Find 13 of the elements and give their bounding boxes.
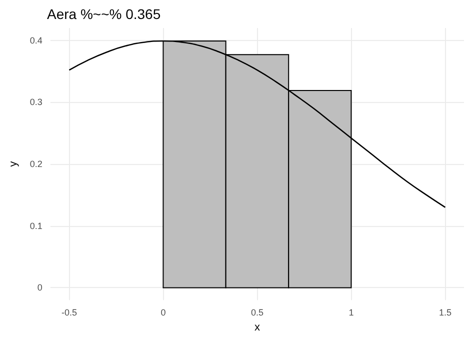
y-axis-title: y — [8, 160, 20, 167]
y-tick-label: 0.4 — [30, 35, 42, 46]
chart-title: Aera %~~% 0.365 — [47, 6, 161, 22]
y-tick-label: 0.1 — [30, 220, 42, 231]
x-tick-label: -0.5 — [61, 308, 77, 318]
y-tick-label: 0 — [37, 282, 42, 293]
y-tick-label: 0.3 — [30, 97, 42, 108]
x-tick-label: 0 — [160, 308, 166, 318]
x-axis-title: x — [254, 322, 260, 334]
y-tick-label: 0.2 — [30, 159, 42, 170]
x-tick-label: 1 — [348, 308, 354, 318]
x-tick-label: 0.5 — [250, 308, 264, 318]
x-tick-label: 1.5 — [438, 308, 452, 318]
